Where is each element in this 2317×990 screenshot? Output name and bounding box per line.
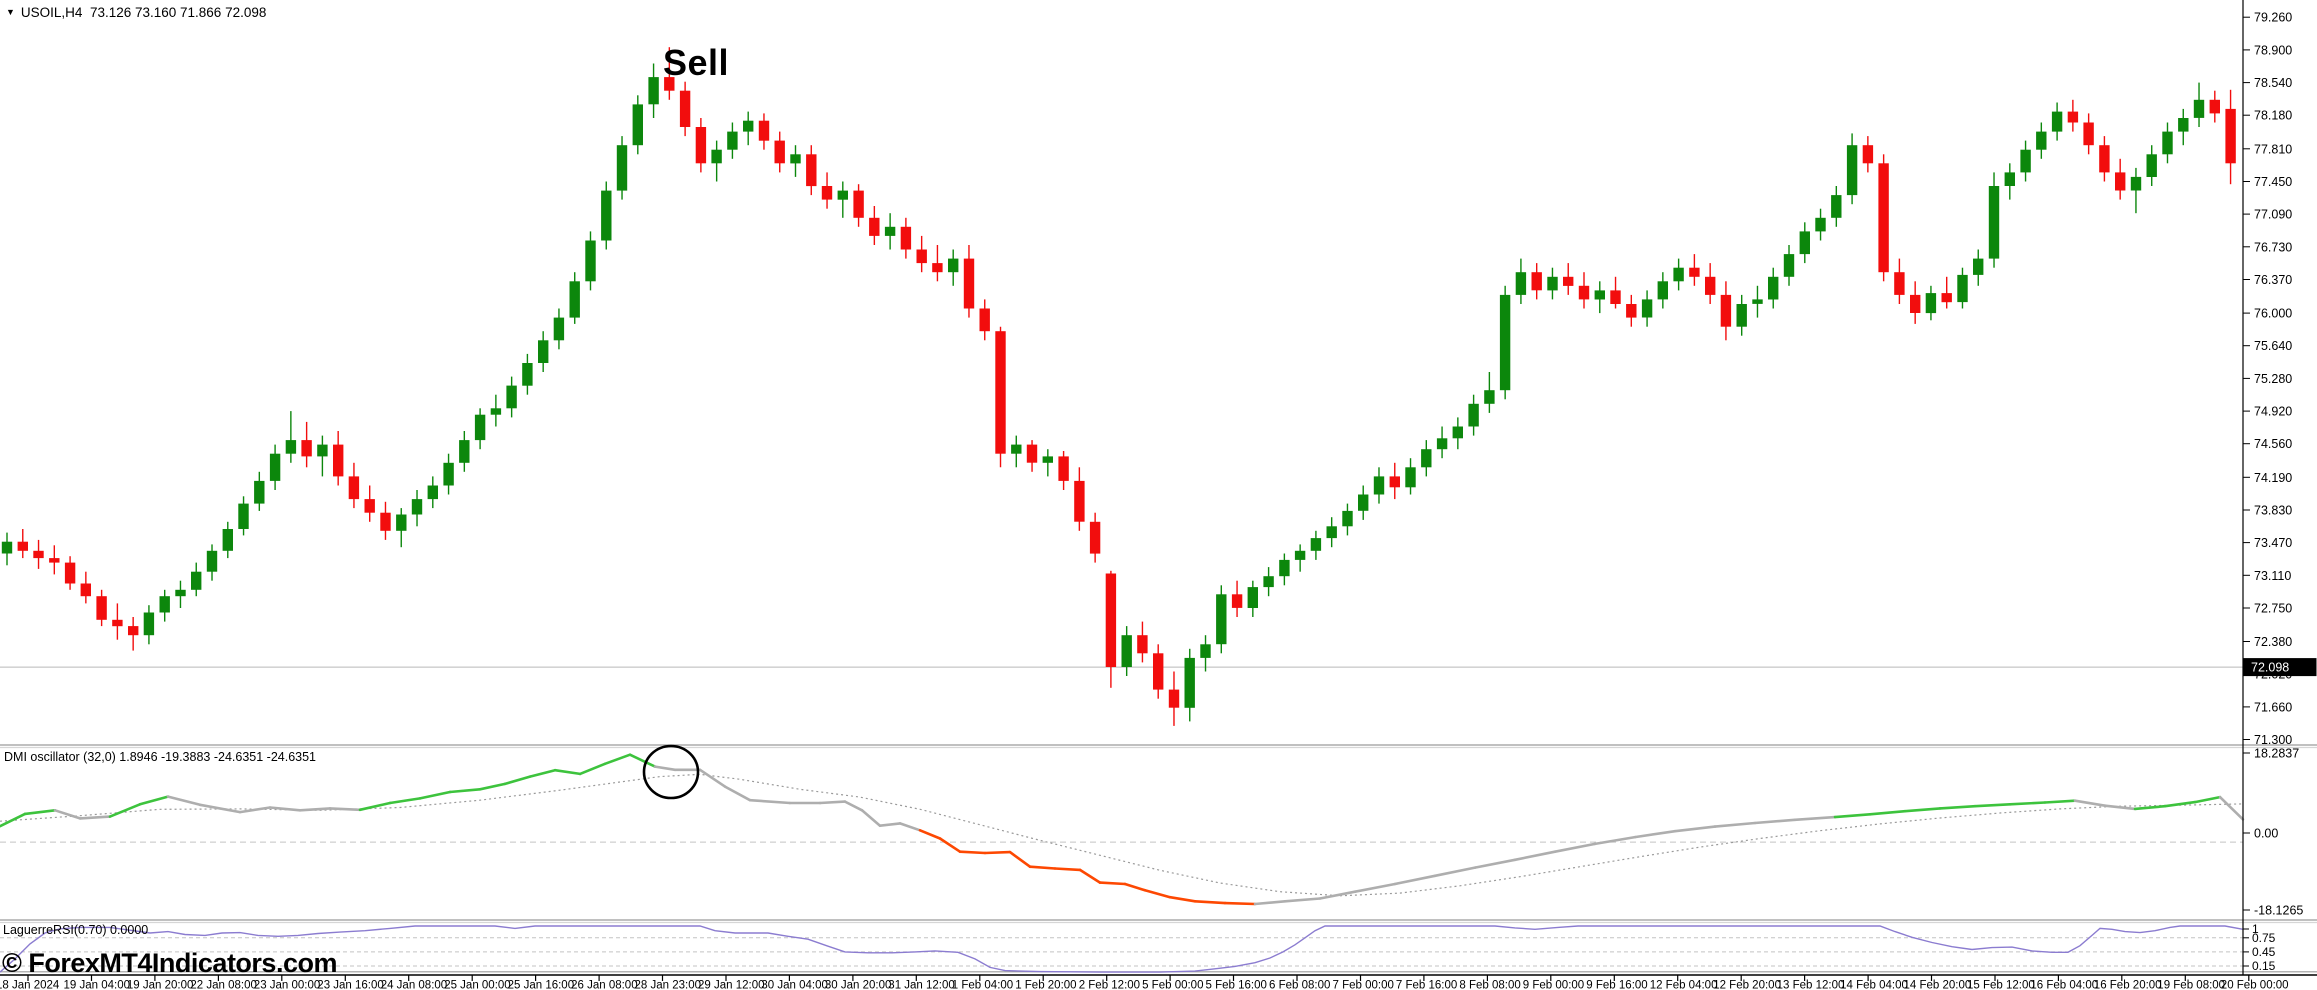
svg-text:0.15: 0.15 xyxy=(2252,959,2276,973)
laguerre-rsi-plot xyxy=(0,925,2244,973)
svg-text:72.380: 72.380 xyxy=(2254,635,2292,649)
svg-text:18.2837: 18.2837 xyxy=(2254,747,2299,761)
sell-circle-annotation xyxy=(642,744,700,800)
svg-text:78.180: 78.180 xyxy=(2254,109,2292,123)
svg-text:16 Feb 04:00: 16 Feb 04:00 xyxy=(2030,980,2098,990)
chart-title: USOIL,H4 73.126 73.160 71.866 72.098 xyxy=(20,5,267,20)
svg-text:25 Jan 00:00: 25 Jan 00:00 xyxy=(444,980,511,990)
svg-text:9 Feb 16:00: 9 Feb 16:00 xyxy=(1586,980,1647,990)
svg-text:26 Jan 08:00: 26 Jan 08:00 xyxy=(571,980,638,990)
svg-text:78.900: 78.900 xyxy=(2254,43,2292,57)
svg-text:9 Feb 00:00: 9 Feb 00:00 xyxy=(1523,980,1584,990)
svg-text:23 Jan 16:00: 23 Jan 16:00 xyxy=(317,980,384,990)
laguerre-axis[interactable]: 10.750.450.15 xyxy=(2243,922,2276,973)
svg-text:24 Jan 08:00: 24 Jan 08:00 xyxy=(381,980,448,990)
svg-text:74.920: 74.920 xyxy=(2254,405,2292,419)
svg-text:79.260: 79.260 xyxy=(2254,11,2292,25)
svg-text:25 Jan 16:00: 25 Jan 16:00 xyxy=(508,980,575,990)
svg-text:71.660: 71.660 xyxy=(2254,700,2292,714)
svg-text:5 Feb 16:00: 5 Feb 16:00 xyxy=(1206,980,1267,990)
svg-text:1 Feb 20:00: 1 Feb 20:00 xyxy=(1015,980,1076,990)
svg-text:76.370: 76.370 xyxy=(2254,273,2292,287)
svg-text:30 Jan 04:00: 30 Jan 04:00 xyxy=(761,980,828,990)
svg-text:22 Jan 08:00: 22 Jan 08:00 xyxy=(190,980,257,990)
svg-text:73.470: 73.470 xyxy=(2254,536,2292,550)
svg-text:77.450: 77.450 xyxy=(2254,175,2292,189)
svg-text:12 Feb 04:00: 12 Feb 04:00 xyxy=(1650,980,1718,990)
svg-text:75.640: 75.640 xyxy=(2254,339,2292,353)
svg-text:20 Feb 00:00: 20 Feb 00:00 xyxy=(2221,980,2289,990)
svg-text:71.300: 71.300 xyxy=(2254,733,2292,747)
svg-text:12 Feb 20:00: 12 Feb 20:00 xyxy=(1713,980,1781,990)
dmi-oscillator-plot xyxy=(0,744,2245,906)
dmi-axis[interactable]: 18.2837 0.00 -18.1265 xyxy=(2243,747,2303,918)
svg-text:13 Feb 12:00: 13 Feb 12:00 xyxy=(1777,980,1845,990)
svg-text:73.110: 73.110 xyxy=(2254,569,2291,583)
svg-text:76.000: 76.000 xyxy=(2254,307,2292,321)
watermark: © ForexMT4Indicators.com xyxy=(2,948,337,978)
svg-text:23 Jan 00:00: 23 Jan 00:00 xyxy=(254,980,321,990)
svg-text:19 Jan 04:00: 19 Jan 04:00 xyxy=(64,980,131,990)
svg-text:74.560: 74.560 xyxy=(2254,437,2292,451)
svg-text:6 Feb 08:00: 6 Feb 08:00 xyxy=(1269,980,1330,990)
svg-text:31 Jan 12:00: 31 Jan 12:00 xyxy=(888,980,955,990)
svg-text:72.750: 72.750 xyxy=(2254,602,2292,616)
candlestick-series xyxy=(1,47,2236,726)
svg-text:29 Jan 12:00: 29 Jan 12:00 xyxy=(698,980,765,990)
svg-text:15 Feb 12:00: 15 Feb 12:00 xyxy=(1967,980,2035,990)
current-price-box xyxy=(2243,658,2317,677)
chart-title-bar: ▼ USOIL,H4 73.126 73.160 71.866 72.098 xyxy=(6,5,266,20)
laguerre-line xyxy=(0,925,2244,973)
svg-text:19 Feb 08:00: 19 Feb 08:00 xyxy=(2157,980,2225,990)
svg-text:74.190: 74.190 xyxy=(2254,471,2292,485)
svg-text:72.098: 72.098 xyxy=(2251,661,2289,675)
sell-annotation-text: Sell xyxy=(663,42,730,83)
laguerre-indicator-label: LaguerreRSI(0.70) 0.0000 xyxy=(3,923,149,937)
svg-text:14 Feb 04:00: 14 Feb 04:00 xyxy=(1840,980,1908,990)
svg-text:1: 1 xyxy=(2252,922,2259,936)
svg-text:5 Feb 00:00: 5 Feb 00:00 xyxy=(1142,980,1203,990)
svg-text:16 Feb 20:00: 16 Feb 20:00 xyxy=(2094,980,2162,990)
svg-text:14 Feb 20:00: 14 Feb 20:00 xyxy=(1904,980,1972,990)
svg-text:77.810: 77.810 xyxy=(2254,142,2292,156)
svg-text:7 Feb 16:00: 7 Feb 16:00 xyxy=(1396,980,1457,990)
svg-text:75.280: 75.280 xyxy=(2254,372,2292,386)
dmi-indicator-label: DMI oscillator (32,0) 1.8946 -19.3883 -2… xyxy=(4,750,316,764)
svg-text:76.730: 76.730 xyxy=(2254,240,2292,254)
svg-text:0.45: 0.45 xyxy=(2252,945,2276,959)
svg-text:77.090: 77.090 xyxy=(2254,208,2292,222)
svg-text:28 Jan 23:00: 28 Jan 23:00 xyxy=(635,980,702,990)
svg-text:2 Feb 12:00: 2 Feb 12:00 xyxy=(1079,980,1140,990)
svg-text:1 Feb 04:00: 1 Feb 04:00 xyxy=(952,980,1013,990)
price-axis[interactable]: 79.260 78.900 78.540 78.180 77.810 77.450 77.0… xyxy=(2243,11,2317,747)
svg-text:0.75: 0.75 xyxy=(2252,931,2276,945)
dmi-signal-line xyxy=(0,773,2244,897)
symbol-dropdown-icon[interactable]: ▼ xyxy=(6,7,15,17)
svg-text:7 Feb 00:00: 7 Feb 00:00 xyxy=(1333,980,1394,990)
svg-text:30 Jan 20:00: 30 Jan 20:00 xyxy=(825,980,892,990)
svg-text:73.830: 73.830 xyxy=(2254,504,2292,518)
svg-text:19 Jan 20:00: 19 Jan 20:00 xyxy=(127,980,194,990)
svg-text:18 Jan 2024: 18 Jan 2024 xyxy=(0,980,60,990)
svg-text:-18.1265: -18.1265 xyxy=(2254,904,2303,918)
svg-text:0.00: 0.00 xyxy=(2254,827,2278,841)
svg-text:8 Feb 08:00: 8 Feb 08:00 xyxy=(1459,980,1520,990)
svg-text:78.540: 78.540 xyxy=(2254,76,2292,90)
